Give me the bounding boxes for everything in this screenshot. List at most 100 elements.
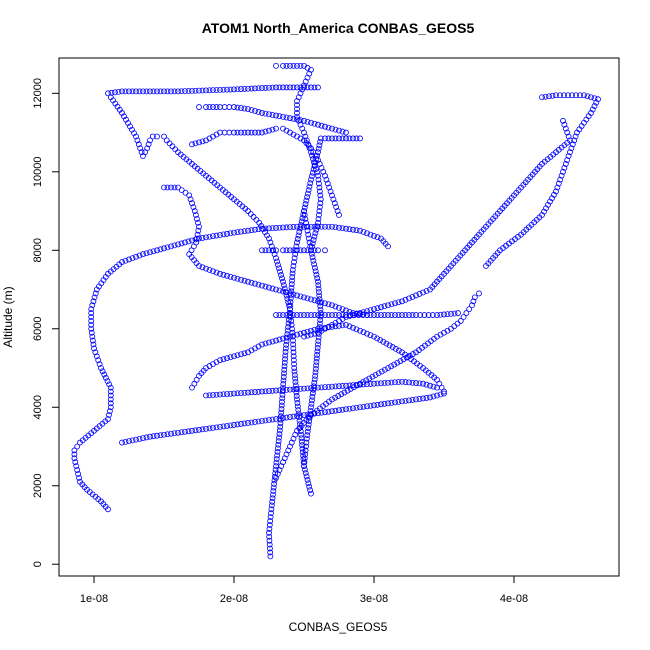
data-point [416, 380, 423, 387]
data-point [280, 62, 286, 69]
data-point [217, 232, 223, 238]
data-point [245, 278, 251, 285]
y-tick-label: 12000 [32, 78, 44, 109]
profile-points [483, 92, 601, 269]
data-point [333, 204, 340, 211]
data-point [562, 161, 569, 167]
data-point [289, 325, 295, 332]
data-point [581, 92, 587, 99]
data-point [316, 289, 322, 296]
data-point [308, 84, 314, 91]
data-point [266, 235, 272, 242]
data-point [308, 176, 314, 183]
data-point [199, 138, 206, 145]
data-point [303, 197, 310, 204]
data-point [213, 87, 220, 93]
data-point [353, 326, 360, 333]
data-point [281, 363, 288, 370]
data-point [287, 224, 293, 231]
data-point [273, 84, 279, 91]
data-point [357, 327, 363, 334]
data-point [308, 247, 314, 254]
data-point [303, 223, 310, 230]
data-point [275, 441, 282, 448]
data-point [573, 92, 579, 99]
data-point [221, 129, 228, 136]
data-point [161, 431, 167, 438]
data-point [262, 283, 269, 290]
data-point [371, 380, 377, 387]
data-point [306, 483, 313, 490]
data-point [189, 427, 195, 434]
data-point [311, 84, 318, 91]
data-point [168, 184, 174, 191]
data-point [304, 332, 311, 339]
data-point [164, 88, 171, 95]
data-point [470, 298, 477, 305]
data-point [309, 254, 316, 261]
data-point [71, 447, 78, 454]
data-point [336, 407, 342, 414]
data-point [423, 395, 430, 401]
data-point [378, 312, 384, 318]
data-point [267, 518, 274, 524]
data-point [264, 232, 270, 239]
data-point [199, 235, 206, 241]
data-point [288, 291, 294, 298]
data-point [316, 296, 323, 303]
data-point [315, 410, 321, 417]
data-point [262, 388, 269, 395]
data-point [317, 135, 324, 142]
data-point [301, 294, 307, 301]
data-point [71, 455, 78, 462]
data-point [434, 312, 440, 318]
data-point [346, 323, 353, 330]
data-point [196, 139, 202, 146]
data-point [314, 169, 320, 176]
data-point [284, 295, 291, 302]
data-point [287, 290, 293, 297]
y-tick-label: 4000 [32, 395, 44, 419]
data-point [332, 224, 339, 231]
data-point [339, 135, 346, 142]
data-point [77, 478, 83, 485]
data-point [107, 94, 114, 101]
data-point [314, 275, 321, 282]
data-point [280, 374, 287, 380]
data-point [283, 114, 290, 121]
data-point [360, 381, 367, 388]
data-point [266, 247, 272, 254]
data-point [315, 247, 321, 254]
data-point [469, 302, 475, 309]
data-point [283, 289, 290, 296]
data-point [568, 145, 575, 152]
data-point [196, 235, 202, 242]
data-point [315, 121, 321, 128]
data-point [245, 85, 251, 92]
data-point [290, 413, 297, 420]
data-point [245, 389, 251, 396]
data-point [269, 225, 276, 232]
data-point [182, 88, 188, 95]
profile-points [259, 247, 328, 254]
data-point [266, 388, 272, 394]
data-point [210, 392, 216, 398]
data-point [335, 393, 342, 399]
data-point [312, 372, 319, 379]
data-point [332, 303, 339, 310]
data-point [75, 471, 82, 477]
data-point [312, 369, 319, 376]
data-point [206, 87, 213, 94]
data-point [351, 312, 358, 318]
data-point [322, 384, 328, 391]
data-point [367, 332, 374, 339]
data-point [145, 141, 152, 148]
data-point [175, 429, 181, 436]
data-point [423, 288, 430, 294]
data-point [241, 389, 248, 396]
data-point [290, 291, 297, 298]
data-point [290, 353, 297, 360]
data-point [259, 341, 265, 348]
data-point [329, 396, 335, 403]
data-point [106, 408, 113, 415]
